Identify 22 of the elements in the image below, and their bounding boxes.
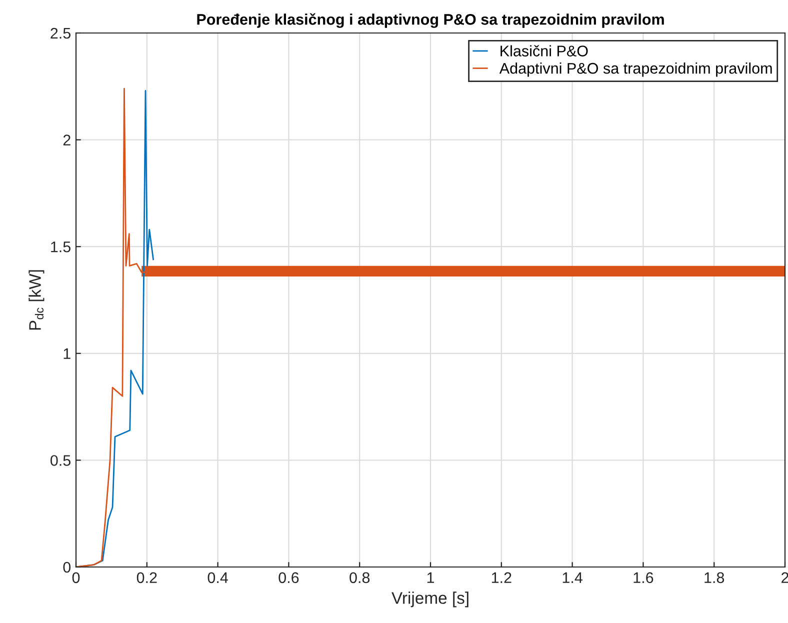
y-tick-label: 2.5 (50, 28, 70, 39)
x-tick-label: 0 (72, 572, 80, 584)
x-tick-label: 2 (782, 572, 788, 583)
x-tick-label: 1 (427, 572, 434, 583)
chart-title: Poređenje klasičnog i adaptivnog P&O sa trapezoidnim pravilom (197, 13, 664, 28)
legend-label: Klasični P&O (500, 45, 588, 56)
y-tick-label: 0.5 (50, 455, 70, 466)
x-tick-label: 1.6 (634, 572, 654, 584)
x-tick-label: 1.8 (704, 572, 724, 584)
x-tick-label: 1.4 (562, 572, 582, 583)
x-tick-label: 0.4 (208, 572, 228, 584)
y-tick-label: 1.5 (51, 242, 70, 252)
y-axis-title: P$_{dc}$ [kW] (28, 270, 44, 330)
y-tick-label: 1 (64, 348, 70, 359)
x-axis-title: Vrijeme [s] (392, 592, 468, 608)
y-tick-label: 2 (63, 134, 70, 146)
legend-label: Adaptivni P&O sa trapezoidnim pravilom (499, 62, 772, 77)
y-tick-label: 0 (63, 562, 71, 573)
x-tick-label: 0.2 (136, 572, 157, 584)
x-tick-label: 0.6 (278, 572, 299, 584)
x-tick-label: 1.2 (492, 572, 512, 583)
x-tick-label: 0.8 (350, 572, 370, 584)
